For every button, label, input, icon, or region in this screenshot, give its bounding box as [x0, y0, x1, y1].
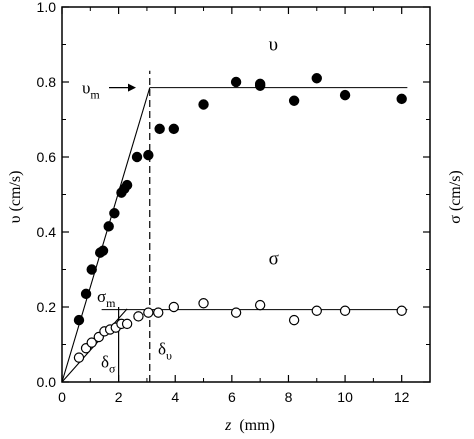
y-axis-label-left: υ (cm/s): [7, 171, 24, 224]
data-point-upsilon: [339, 89, 351, 101]
arrowhead-upsilon-m: [128, 83, 136, 92]
data-point-upsilon: [230, 76, 242, 88]
data-point-upsilon: [73, 314, 85, 326]
label-delta-upsilon-symbol: δ: [158, 339, 166, 358]
data-point-upsilon: [121, 179, 133, 191]
data-point-sigma: [168, 301, 180, 313]
data-point-upsilon: [86, 264, 97, 275]
series-label-sigma: σ: [269, 248, 279, 269]
data-point-sigma: [198, 298, 209, 309]
data-point-sigma: [121, 318, 133, 330]
series-label-upsilon: υ: [269, 35, 278, 56]
x-tick-label: 6: [228, 389, 236, 405]
y-tick-label: 0.8: [37, 74, 57, 90]
data-point-sigma: [311, 305, 322, 316]
data-point-sigma: [339, 305, 351, 316]
y-tick-label: 0.6: [37, 149, 57, 165]
data-point-upsilon: [288, 95, 300, 106]
data-point-sigma: [396, 305, 407, 316]
data-point-sigma: [73, 352, 85, 363]
data-point-upsilon: [154, 123, 165, 135]
x-tick-label: 2: [115, 389, 123, 405]
data-point-sigma: [86, 337, 97, 348]
label-delta-sigma: δσ: [101, 352, 116, 375]
data-point-upsilon: [143, 149, 154, 161]
x-tick-label: 12: [394, 389, 410, 405]
x-axis-unit: (mm): [239, 417, 275, 434]
data-point-sigma: [133, 311, 144, 322]
label-delta-sigma-symbol: δ: [101, 352, 109, 371]
data-point-upsilon: [311, 73, 322, 84]
x-axis-label: z (mm): [224, 417, 275, 434]
data-point-upsilon: [198, 99, 209, 110]
data-point-upsilon: [97, 245, 109, 256]
label-delta-sigma-subscript: σ: [109, 361, 116, 375]
label-upsilon-m-symbol: υ: [82, 79, 90, 98]
data-point-upsilon: [103, 221, 114, 232]
label-sigma-m-subscript: m: [106, 296, 116, 310]
data-point-upsilon: [254, 78, 266, 90]
y-axis-label-right: σ (cm/s): [447, 170, 464, 224]
data-point-sigma: [153, 307, 164, 318]
label-upsilon-m: υm: [82, 79, 100, 102]
data-point-upsilon: [80, 288, 92, 300]
y-tick-label: 0.4: [37, 224, 57, 240]
data-point-sigma: [254, 299, 266, 311]
label-sigma-m: σm: [97, 287, 116, 310]
y-tick-label: 1.0: [37, 0, 57, 15]
label-delta-upsilon-subscript: υ: [166, 348, 172, 362]
data-marks: [73, 73, 407, 363]
ticks: 0 2 4 6 8 10 12 0.0 0.2 0.4 0.6 0.8 1.0: [37, 0, 431, 405]
x-axis-variable: z: [224, 417, 232, 434]
y-tick-label: 0.2: [37, 299, 57, 315]
data-point-upsilon: [168, 123, 180, 135]
x-tick-label: 4: [171, 389, 179, 405]
data-point-upsilon: [396, 93, 407, 105]
label-sigma-m-symbol: σ: [97, 287, 106, 306]
data-point-sigma: [143, 307, 154, 318]
fit-line: [61, 87, 151, 383]
x-tick-label: 0: [58, 389, 66, 405]
y-tick-label: 0.0: [37, 374, 57, 390]
data-point-sigma: [288, 314, 300, 326]
label-delta-upsilon: δυ: [158, 339, 172, 362]
x-tick-label: 8: [285, 389, 293, 405]
data-point-upsilon: [131, 151, 143, 163]
data-point-upsilon: [109, 208, 120, 219]
x-tick-label: 10: [337, 389, 353, 405]
data-point-sigma: [230, 307, 242, 318]
label-upsilon-m-subscript: m: [90, 88, 100, 102]
